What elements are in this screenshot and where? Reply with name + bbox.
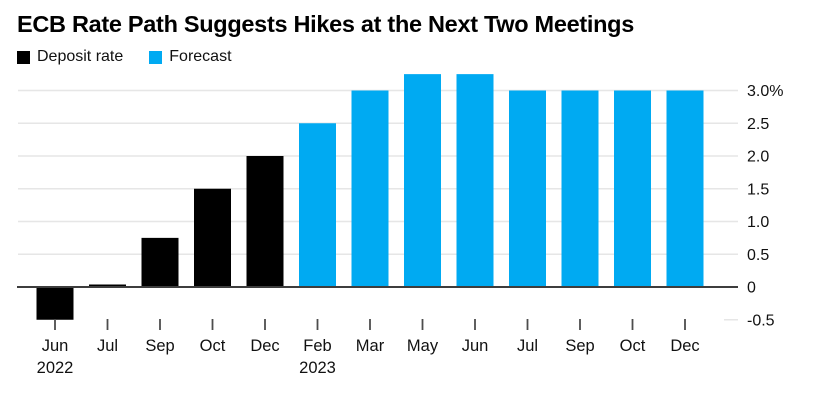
y-axis-label: 2.5 bbox=[747, 116, 769, 133]
y-axis-label: 1.0 bbox=[747, 214, 769, 231]
x-axis-month-label: Sep bbox=[565, 337, 594, 355]
legend-item-deposit-rate: Deposit rate bbox=[17, 48, 123, 66]
y-axis-label: -0.5 bbox=[747, 312, 775, 329]
forecast-swatch-icon bbox=[149, 50, 163, 64]
chart-legend: Deposit rate Forecast bbox=[17, 48, 258, 66]
x-axis-month-label: May bbox=[407, 337, 439, 355]
x-axis-month-label: Mar bbox=[356, 337, 385, 355]
bar-deposit-rate bbox=[36, 287, 74, 320]
legend-label-deposit-rate: Deposit rate bbox=[37, 48, 124, 65]
bar-deposit-rate bbox=[89, 284, 126, 287]
bar-deposit-rate bbox=[246, 156, 284, 287]
bar-forecast bbox=[456, 74, 494, 287]
bar-forecast bbox=[561, 90, 599, 287]
bar-forecast bbox=[299, 123, 336, 287]
y-axis-label: 2.0 bbox=[747, 149, 769, 166]
x-axis-year-label: 2022 bbox=[37, 359, 74, 377]
bar-deposit-rate bbox=[194, 188, 231, 287]
deposit-rate-swatch-icon bbox=[17, 50, 30, 64]
x-axis-month-label: Oct bbox=[200, 337, 226, 355]
x-axis-month-label: Oct bbox=[620, 337, 646, 355]
bar-forecast bbox=[509, 90, 546, 287]
bar-forecast bbox=[614, 90, 651, 287]
x-axis-month-label: Jun bbox=[42, 337, 69, 355]
x-axis-month-label: Jul bbox=[97, 337, 118, 355]
x-axis-month-label: Dec bbox=[670, 337, 699, 355]
y-axis-label: 3.0% bbox=[747, 83, 783, 100]
bar-deposit-rate bbox=[141, 237, 179, 287]
x-axis-month-label: Dec bbox=[250, 337, 279, 355]
x-axis-year-label: 2023 bbox=[299, 359, 336, 377]
bar-forecast bbox=[404, 74, 441, 287]
x-axis-month-label: Jul bbox=[517, 337, 538, 355]
y-axis-label: 1.5 bbox=[747, 181, 769, 198]
y-axis-label: 0 bbox=[747, 280, 756, 297]
chart-title: ECB Rate Path Suggests Hikes at the Next… bbox=[17, 11, 634, 37]
x-axis-month-label: Jun bbox=[462, 337, 489, 355]
legend-item-forecast: Forecast bbox=[149, 48, 232, 66]
y-axis-label: 0.5 bbox=[747, 247, 769, 264]
bar-forecast bbox=[351, 90, 389, 287]
x-axis-month-label: Sep bbox=[145, 337, 174, 355]
x-axis-month-label: Feb bbox=[303, 337, 331, 355]
legend-label-forecast: Forecast bbox=[169, 48, 232, 65]
bar-forecast bbox=[666, 90, 704, 287]
